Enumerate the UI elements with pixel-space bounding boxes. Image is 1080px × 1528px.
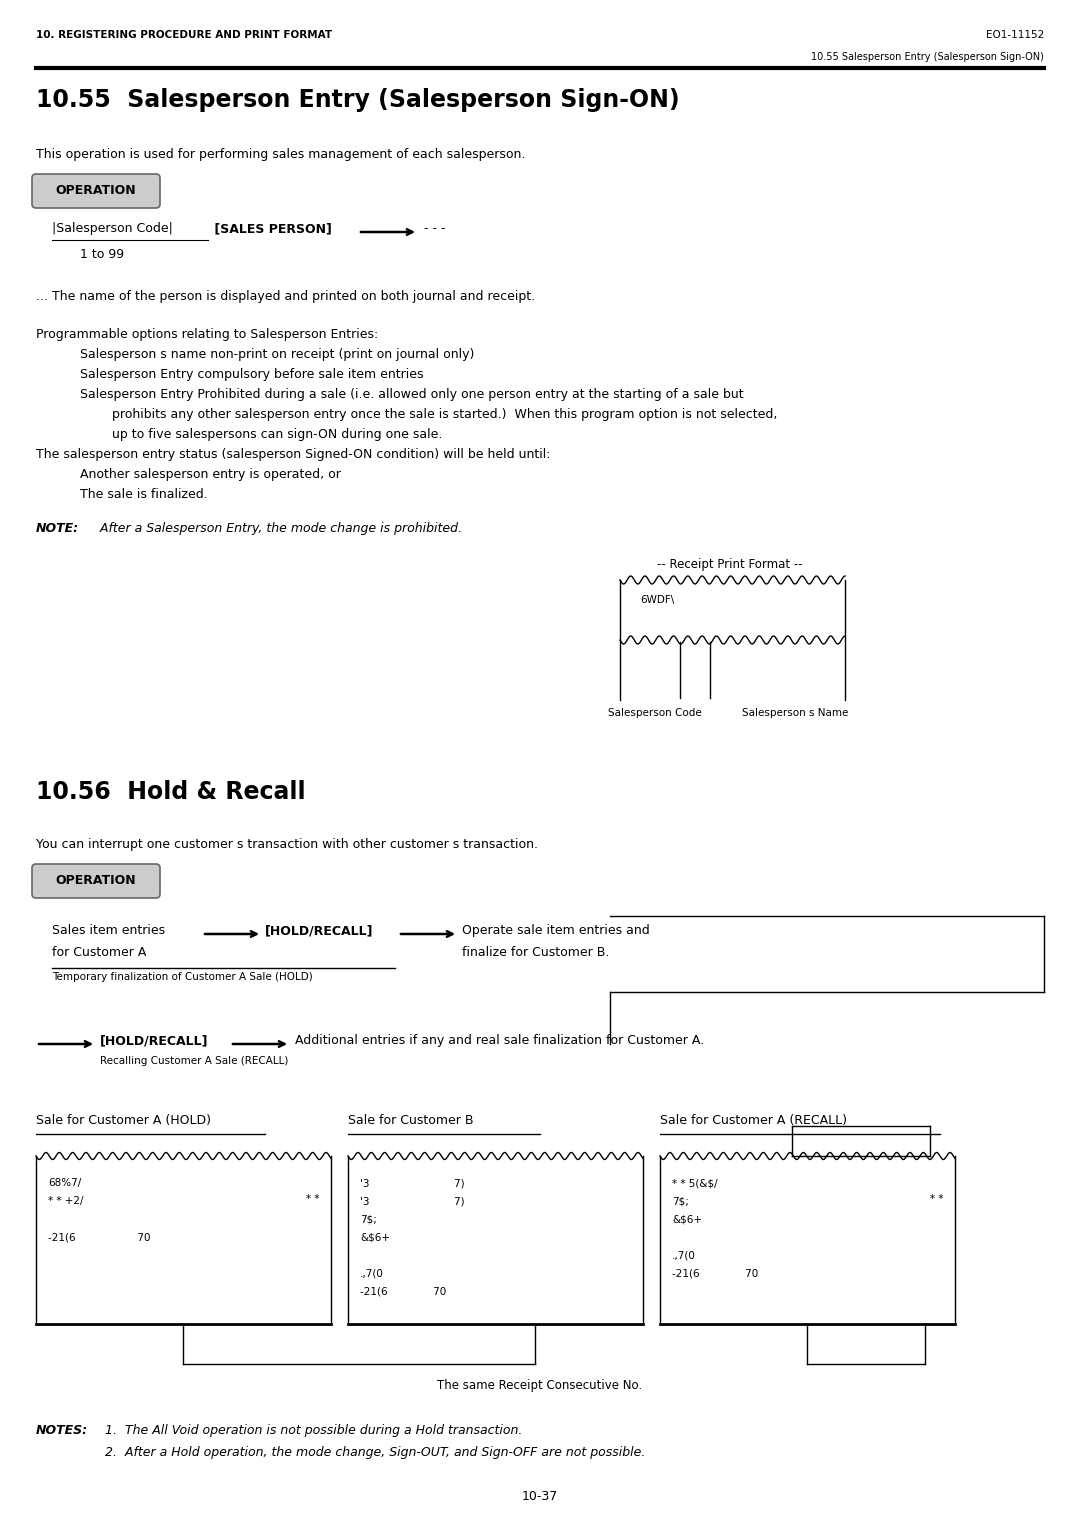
Text: 10.55 Salesperson Entry (Salesperson Sign-ON): 10.55 Salesperson Entry (Salesperson Sig… [811,52,1044,63]
Text: Programmable options relating to Salesperson Entries:: Programmable options relating to Salespe… [36,329,378,341]
Text: 7$;: 7$; [672,1196,689,1206]
Text: You can interrupt one customer s transaction with other customer s transaction.: You can interrupt one customer s transac… [36,837,538,851]
Text: Sale for Customer B: Sale for Customer B [348,1114,473,1128]
Text: * *: * * [306,1193,319,1204]
FancyBboxPatch shape [32,174,160,208]
Text: [SALES PERSON]: [SALES PERSON] [210,222,332,235]
Text: * * +2/: * * +2/ [48,1196,83,1206]
Text: 1.  The All Void operation is not possible during a Hold transaction.: 1. The All Void operation is not possibl… [105,1424,523,1436]
Text: The sale is finalized.: The sale is finalized. [80,487,207,501]
Text: Another salesperson entry is operated, or: Another salesperson entry is operated, o… [80,468,341,481]
Text: &$6+: &$6+ [672,1215,702,1224]
Text: * * 5(&$/: * * 5(&$/ [672,1178,717,1187]
Text: prohibits any other salesperson entry once the sale is started.)  When this prog: prohibits any other salesperson entry on… [80,408,778,422]
Text: |Salesperson Code|: |Salesperson Code| [52,222,173,235]
Text: [HOLD/RECALL]: [HOLD/RECALL] [265,924,374,937]
Text: Sale for Customer A (RECALL): Sale for Customer A (RECALL) [660,1114,847,1128]
FancyBboxPatch shape [32,863,160,898]
Text: .,7(0: .,7(0 [360,1268,383,1277]
Text: Salesperson s name non-print on receipt (print on journal only): Salesperson s name non-print on receipt … [80,348,474,361]
Text: 10-37: 10-37 [522,1490,558,1504]
Text: .,7(0: .,7(0 [672,1250,696,1261]
Text: Sale for Customer A (HOLD): Sale for Customer A (HOLD) [36,1114,211,1128]
Text: 7$;: 7$; [360,1215,377,1224]
Text: -21(6              70: -21(6 70 [672,1268,758,1277]
Text: OPERATION: OPERATION [56,185,136,197]
Text: 10.55  Salesperson Entry (Salesperson Sign-ON): 10.55 Salesperson Entry (Salesperson Sig… [36,89,679,112]
Text: &$6+: &$6+ [360,1232,390,1242]
Text: -- Receipt Print Format --: -- Receipt Print Format -- [658,558,802,571]
Text: up to five salespersons can sign-ON during one sale.: up to five salespersons can sign-ON duri… [80,428,443,442]
Text: Operate sale item entries and: Operate sale item entries and [462,924,650,937]
Text: Additional entries if any and real sale finalization for Customer A.: Additional entries if any and real sale … [295,1034,704,1047]
Text: After a Salesperson Entry, the mode change is prohibited.: After a Salesperson Entry, the mode chan… [87,523,462,535]
Text: 68%7/: 68%7/ [48,1178,81,1187]
Text: EO1-11152: EO1-11152 [986,31,1044,40]
Text: '3                          7): '3 7) [360,1196,464,1206]
Text: Salesperson s Name: Salesperson s Name [742,707,848,718]
Text: for Customer A: for Customer A [52,946,147,960]
Text: - - -: - - - [424,222,446,235]
Text: Salesperson Code: Salesperson Code [608,707,702,718]
Text: OPERATION: OPERATION [56,874,136,888]
Text: Salesperson Entry Prohibited during a sale (i.e. allowed only one person entry a: Salesperson Entry Prohibited during a sa… [80,388,744,400]
Text: [HOLD/RECALL]: [HOLD/RECALL] [100,1034,208,1047]
Text: -21(6              70: -21(6 70 [360,1287,446,1296]
Text: 10.56  Hold & Recall: 10.56 Hold & Recall [36,779,306,804]
Text: Sales item entries: Sales item entries [52,924,165,937]
Text: The salesperson entry status (salesperson Signed-ON condition) will be held unti: The salesperson entry status (salesperso… [36,448,551,461]
Text: finalize for Customer B.: finalize for Customer B. [462,946,609,960]
Text: 1 to 99: 1 to 99 [80,248,124,261]
Text: NOTE:: NOTE: [36,523,79,535]
Text: ... The name of the person is displayed and printed on both journal and receipt.: ... The name of the person is displayed … [36,290,535,303]
Text: This operation is used for performing sales management of each salesperson.: This operation is used for performing sa… [36,148,525,160]
Text: The same Receipt Consecutive No.: The same Receipt Consecutive No. [437,1378,643,1392]
Text: -21(6                   70: -21(6 70 [48,1232,150,1242]
Text: Salesperson Entry compulsory before sale item entries: Salesperson Entry compulsory before sale… [80,368,423,380]
Text: 10. REGISTERING PROCEDURE AND PRINT FORMAT: 10. REGISTERING PROCEDURE AND PRINT FORM… [36,31,333,40]
Text: Temporary finalization of Customer A Sale (HOLD): Temporary finalization of Customer A Sal… [52,972,313,983]
Text: NOTES:: NOTES: [36,1424,89,1436]
Text: '3                          7): '3 7) [360,1178,464,1187]
Text: * *: * * [930,1193,943,1204]
Text: 2.  After a Hold operation, the mode change, Sign-OUT, and Sign-OFF are not poss: 2. After a Hold operation, the mode chan… [105,1445,646,1459]
Text: Recalling Customer A Sale (RECALL): Recalling Customer A Sale (RECALL) [100,1056,288,1067]
Text: 6WDF\: 6WDF\ [640,594,674,605]
